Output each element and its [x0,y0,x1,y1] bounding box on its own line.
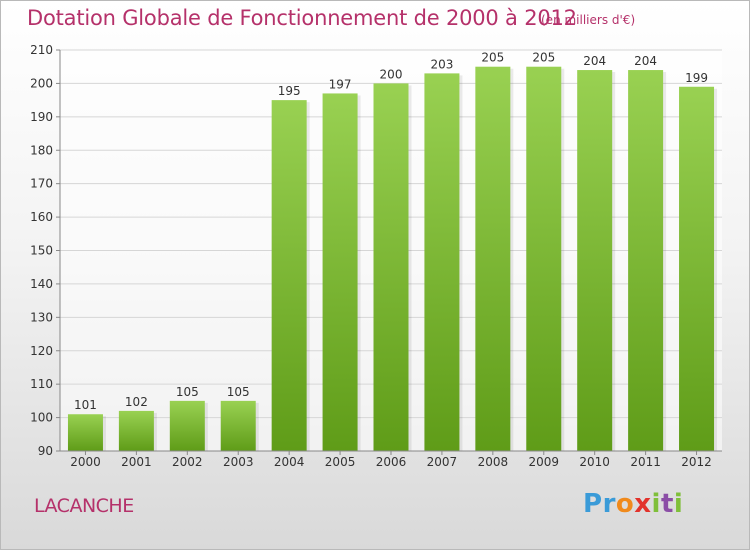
logo-letter: t [660,489,674,519]
chart-title: Dotation Globale de Fonctionnement de 20… [27,6,577,30]
commune-name: LACANCHE [34,495,134,517]
bar-value-label: 205 [532,51,555,65]
bar [169,400,205,451]
bar-value-label: 205 [481,51,504,65]
y-tick-label: 150 [30,244,53,258]
bar-value-label: 101 [74,398,97,412]
bar [475,66,511,451]
bar [271,100,307,451]
bar-value-label: 199 [685,71,708,85]
bar-value-label: 200 [380,67,403,81]
x-tick-label: 2009 [528,455,559,469]
bar-value-label: 102 [125,395,148,409]
y-tick-label: 90 [38,444,53,458]
x-tick-label: 2005 [325,455,356,469]
x-tick-label: 2012 [681,455,712,469]
logo-letter: P [583,489,603,519]
bar-value-label: 204 [634,54,657,68]
bar [679,86,715,451]
x-tick-label: 2001 [121,455,152,469]
logo-letter: x [634,489,652,519]
bars [67,66,718,452]
x-tick-label: 2000 [70,455,101,469]
logo-letter: i [651,489,661,519]
logo-letter: i [673,489,684,519]
y-tick-label: 130 [30,310,53,324]
bar [322,93,358,452]
x-tick-label: 2008 [478,455,509,469]
x-tick-label: 2011 [630,455,661,469]
bar [220,400,256,451]
y-tick-label: 160 [30,210,53,224]
bar [118,410,154,451]
chart-subtitle: (en milliers d'€) [541,13,636,27]
bar-value-label: 204 [583,54,606,68]
logo-letter: o [615,489,635,519]
bar-value-label: 105 [227,385,250,399]
bar-value-label: 105 [176,385,199,399]
y-tick-label: 110 [30,377,53,391]
x-tick-label: 2002 [172,455,203,469]
bar [577,70,613,452]
axes [56,49,722,455]
y-tick-label: 100 [30,411,53,425]
y-tick-label: 170 [30,177,53,191]
proxiti-logo[interactable]: Proxiti [583,489,683,519]
bar [628,70,664,452]
y-tick-label: 120 [30,344,53,358]
x-tick-label: 2004 [274,455,305,469]
bar-value-label: 197 [329,77,352,91]
y-tick-label: 180 [30,143,53,157]
bar-value-label: 203 [430,57,453,71]
y-tick-label: 190 [30,110,53,124]
x-tick-label: 2007 [427,455,458,469]
y-tick-label: 200 [30,76,53,90]
logo-letter: r [602,489,616,519]
x-tick-label: 2003 [223,455,254,469]
x-tick-label: 2006 [376,455,407,469]
bar-value-label: 195 [278,84,301,98]
x-tick-label: 2010 [579,455,610,469]
bar [424,73,460,452]
bar [373,83,409,452]
bar [526,66,562,451]
y-tick-label: 210 [30,43,53,57]
bar [67,414,103,451]
labels: 90 100 110 120 130 140 150 160 170 180 190 200 210 10… [30,43,712,469]
y-tick-label: 140 [30,277,53,291]
